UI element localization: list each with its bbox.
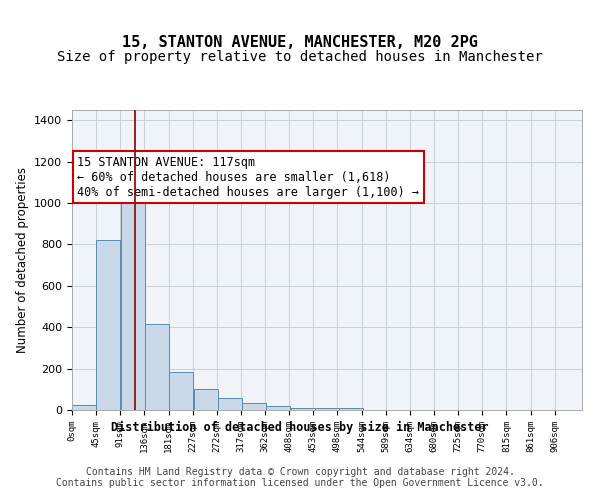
Bar	[242, 403, 266, 410]
Text: 15 STANTON AVENUE: 117sqm
← 60% of detached houses are smaller (1,618)
40% of se: 15 STANTON AVENUE: 117sqm ← 60% of detac…	[77, 156, 419, 198]
Bar	[194, 390, 218, 410]
Bar	[339, 408, 363, 410]
Text: Distribution of detached houses by size in Manchester: Distribution of detached houses by size …	[111, 421, 489, 434]
Bar	[218, 398, 242, 410]
Bar	[96, 240, 120, 410]
Bar	[72, 405, 96, 410]
Bar	[266, 406, 290, 410]
Text: 15, STANTON AVENUE, MANCHESTER, M20 2PG: 15, STANTON AVENUE, MANCHESTER, M20 2PG	[122, 35, 478, 50]
Bar	[121, 184, 145, 410]
Text: Size of property relative to detached houses in Manchester: Size of property relative to detached ho…	[57, 50, 543, 64]
Bar	[145, 324, 169, 410]
Text: Contains HM Land Registry data © Crown copyright and database right 2024.
Contai: Contains HM Land Registry data © Crown c…	[56, 466, 544, 488]
Bar	[291, 408, 315, 410]
Bar	[315, 408, 339, 410]
Y-axis label: Number of detached properties: Number of detached properties	[16, 167, 29, 353]
Bar	[169, 372, 193, 410]
